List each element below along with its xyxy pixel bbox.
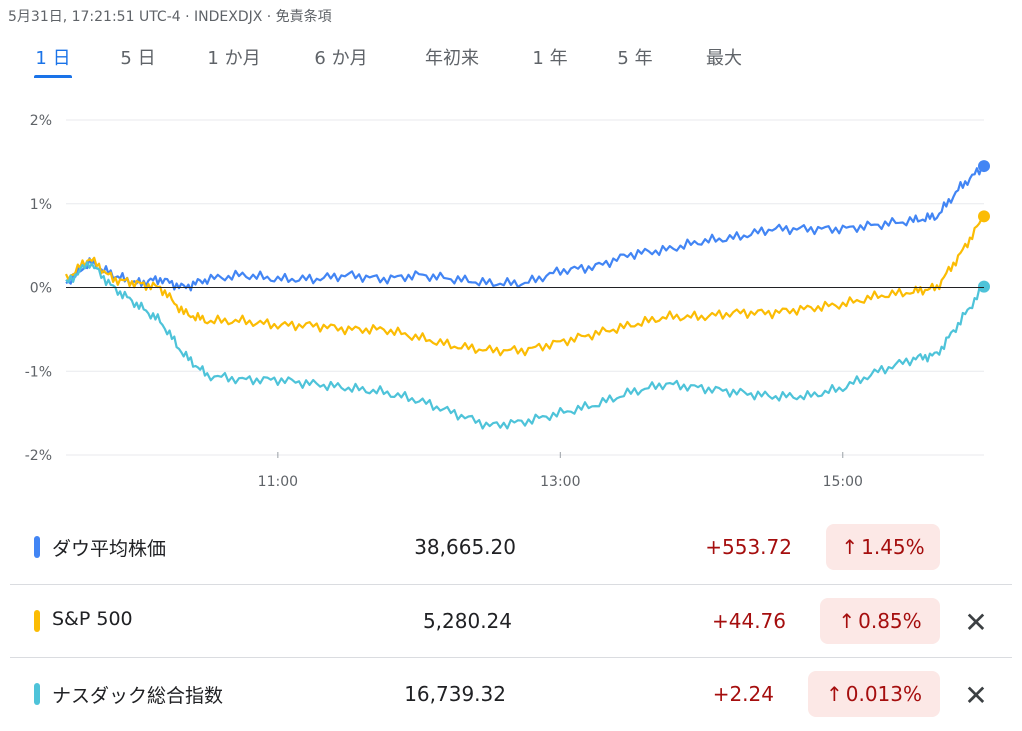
tab-1-year[interactable]: 1 年 bbox=[530, 44, 570, 76]
series-line bbox=[65, 165, 985, 292]
row-divider bbox=[10, 584, 1012, 585]
tab-1-month[interactable]: 1 か月 bbox=[204, 44, 264, 76]
arrow-up-icon: ↑ bbox=[825, 682, 843, 706]
close-icon[interactable]: ✕ bbox=[964, 678, 988, 712]
percent-change-badge: ↑ 0.013% bbox=[808, 671, 940, 717]
index-row-nasdaq[interactable]: ナスダック総合指数 16,739.32 +2.24 ↑ 0.013% ✕ bbox=[0, 659, 1022, 731]
series-line bbox=[64, 215, 985, 357]
arrow-up-icon: ↑ bbox=[841, 535, 859, 559]
x-tick-label: 15:00 bbox=[823, 474, 863, 490]
series-color-swatch bbox=[34, 536, 40, 558]
price-chart[interactable]: 2% 1% 0% -1% -2% 11:00 13:00 15:00 bbox=[0, 100, 1022, 500]
tab-1-day[interactable]: 1 日 bbox=[34, 44, 72, 78]
y-tick-label: -2% bbox=[25, 448, 52, 464]
index-price: 5,280.24 bbox=[422, 609, 512, 633]
series-color-swatch bbox=[34, 683, 40, 705]
index-name: ダウ平均株価 bbox=[52, 538, 167, 560]
tab-max[interactable]: 最大 bbox=[702, 44, 746, 76]
y-tick-label: 0% bbox=[30, 281, 52, 297]
tab-label: 1 か月 bbox=[207, 48, 261, 69]
y-tick-label: 2% bbox=[30, 113, 52, 129]
percent-change-badge: ↑ 1.45% bbox=[826, 524, 940, 570]
index-price: 16,739.32 bbox=[404, 682, 506, 706]
index-change: +553.72 bbox=[705, 535, 792, 559]
x-tick-label: 13:00 bbox=[540, 474, 580, 490]
arrow-up-icon: ↑ bbox=[838, 609, 856, 633]
series-endpoint bbox=[978, 210, 990, 223]
index-change: +2.24 bbox=[712, 682, 774, 706]
percent-change-value: 0.013% bbox=[845, 682, 923, 706]
index-name: S&P 500 bbox=[52, 608, 133, 630]
series-endpoint bbox=[978, 160, 990, 173]
series-color-swatch bbox=[34, 610, 40, 632]
tab-label: 最大 bbox=[706, 48, 742, 69]
tab-label: 1 年 bbox=[532, 48, 568, 69]
tab-5-years[interactable]: 5 年 bbox=[614, 44, 656, 76]
tab-label: 5 日 bbox=[120, 48, 156, 69]
percent-change-badge: ↑ 0.85% bbox=[820, 598, 940, 644]
tab-label: 6 か月 bbox=[314, 48, 368, 69]
header-metadata: 5月31日, 17:21:51 UTC-4 · INDEXDJX · 免責条項 bbox=[8, 9, 332, 25]
percent-change-value: 0.85% bbox=[858, 609, 922, 633]
chart-svg: 2% 1% 0% -1% -2% 11:00 13:00 15:00 bbox=[25, 113, 990, 490]
index-row-dow[interactable]: ダウ平均株価 38,665.20 +553.72 ↑ 1.45% bbox=[0, 510, 1022, 582]
index-price: 38,665.20 bbox=[414, 535, 516, 559]
x-tick-label: 11:00 bbox=[258, 474, 298, 490]
index-name: ナスダック総合指数 bbox=[52, 685, 224, 707]
close-icon[interactable]: ✕ bbox=[964, 605, 988, 639]
series-endpoint bbox=[978, 280, 990, 293]
y-tick-label: 1% bbox=[30, 197, 52, 213]
time-range-tabs: 1 日 5 日 1 か月 6 か月 年初来 1 年 5 年 最大 bbox=[0, 40, 1022, 80]
row-divider bbox=[10, 657, 1012, 658]
tab-5-days[interactable]: 5 日 bbox=[118, 44, 158, 76]
active-tab-indicator bbox=[34, 75, 72, 78]
y-tick-label: -1% bbox=[25, 364, 52, 380]
tab-6-months[interactable]: 6 か月 bbox=[310, 44, 372, 76]
tab-label: 5 年 bbox=[617, 48, 653, 69]
percent-change-value: 1.45% bbox=[861, 535, 925, 559]
index-row-sp500[interactable]: S&P 500 5,280.24 +44.76 ↑ 0.85% ✕ bbox=[0, 586, 1022, 658]
index-change: +44.76 bbox=[711, 609, 786, 633]
tab-year-to-date[interactable]: 年初来 bbox=[418, 44, 486, 76]
series-line bbox=[65, 261, 985, 430]
tab-label: 1 日 bbox=[35, 48, 71, 69]
tab-label: 年初来 bbox=[425, 48, 479, 69]
